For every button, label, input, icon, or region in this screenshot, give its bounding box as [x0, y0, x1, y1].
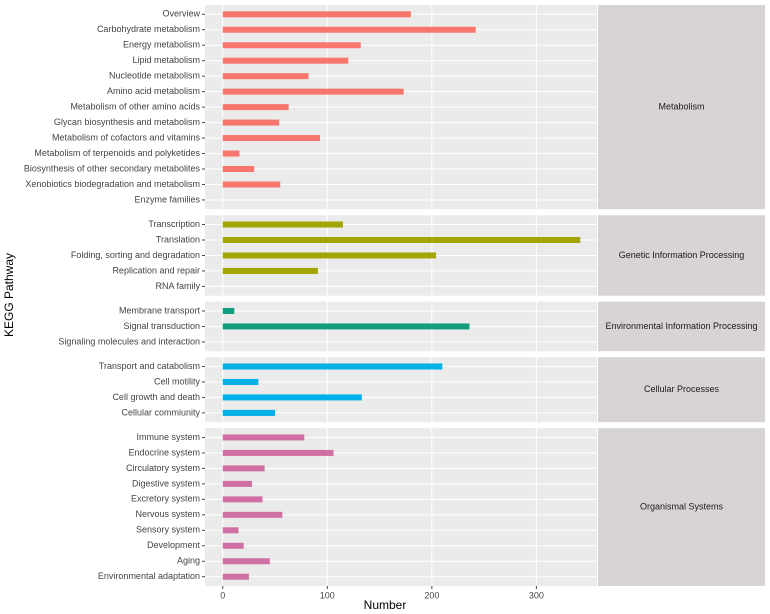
- y-tick-label: Cell growth and death: [112, 392, 200, 402]
- strip-background: [598, 215, 765, 296]
- bar: [222, 166, 255, 173]
- x-tick-label: 300: [529, 590, 544, 600]
- y-tick-label: Signal transduction: [123, 321, 200, 331]
- y-tick-label: Amino acid metabolism: [107, 86, 200, 96]
- y-tick-label: Aging: [177, 556, 200, 566]
- bar: [222, 104, 289, 111]
- strip-background: [598, 5, 765, 210]
- bar: [222, 527, 239, 534]
- y-tick-label: Metabolism of other amino acids: [70, 101, 200, 111]
- x-axis-title: Number: [364, 598, 407, 612]
- bar: [222, 42, 361, 49]
- y-tick-label: Metabolism of terpenoids and polyketides: [34, 148, 200, 158]
- strip-background: [598, 357, 765, 423]
- y-tick-label: Transport and catabolism: [99, 361, 200, 371]
- bar: [222, 307, 235, 314]
- strip-label: Cellular Processes: [644, 384, 720, 394]
- bar: [222, 409, 276, 416]
- strip-label: Metabolism: [658, 101, 704, 111]
- bar: [222, 150, 240, 157]
- y-tick-label: Endocrine system: [128, 447, 200, 457]
- bar: [222, 480, 253, 487]
- y-tick-label: Transcription: [148, 219, 200, 229]
- y-tick-label: Translation: [156, 234, 200, 244]
- bar: [222, 267, 318, 274]
- y-tick-label: Glycan biosynthesis and metabolism: [54, 117, 200, 127]
- y-tick-label: Immune system: [136, 432, 200, 442]
- bar: [222, 26, 476, 33]
- bar: [222, 363, 443, 370]
- bar: [222, 135, 320, 142]
- bar: [222, 88, 404, 95]
- x-tick-label: 0: [220, 590, 225, 600]
- y-tick-label: Cell motility: [154, 376, 201, 386]
- bar: [222, 511, 283, 518]
- bar: [222, 119, 280, 126]
- bar: [222, 221, 343, 228]
- bar: [222, 323, 470, 330]
- bar: [222, 558, 270, 565]
- strip-background: [598, 301, 765, 352]
- x-tick-label: 100: [320, 590, 335, 600]
- y-tick-label: Development: [147, 540, 201, 550]
- y-tick-label: Sensory system: [136, 525, 200, 535]
- y-tick-label: Enzyme families: [134, 194, 200, 204]
- y-axis-title: KEGG Pathway: [2, 253, 16, 337]
- y-tick-label: Circulatory system: [126, 463, 200, 473]
- y-tick-label: Environmental adaptation: [98, 571, 200, 581]
- y-tick-label: Folding, sorting and degradation: [71, 250, 200, 260]
- bar: [222, 57, 349, 64]
- strip-label: Genetic Information Processing: [619, 250, 745, 260]
- y-tick-label: Cellular commiunity: [121, 407, 200, 417]
- bar: [222, 573, 249, 580]
- bar: [222, 73, 309, 80]
- y-tick-label: Excretory system: [131, 494, 200, 504]
- bar: [222, 394, 362, 401]
- bar: [222, 252, 437, 259]
- strip-label: Organismal Systems: [640, 501, 724, 511]
- bar: [222, 236, 581, 243]
- y-tick-label: RNA family: [155, 281, 200, 291]
- y-tick-label: Membrane transport: [119, 305, 201, 315]
- y-tick-label: Overview: [162, 9, 200, 19]
- bar: [222, 449, 334, 456]
- y-tick-label: Xenobiotics biodegradation and metabolis…: [25, 179, 200, 189]
- y-tick-label: Signaling molecules and interaction: [58, 336, 200, 346]
- bar: [222, 181, 281, 188]
- strip-background: [598, 428, 765, 586]
- y-tick-label: Biosynthesis of other secondary metaboli…: [24, 163, 201, 173]
- bar: [222, 11, 411, 18]
- bar: [222, 434, 305, 441]
- y-tick-label: Nervous system: [135, 509, 200, 519]
- y-tick-label: Lipid metabolism: [132, 55, 200, 65]
- y-tick-label: Metabolism of cofactors and vitamins: [52, 132, 201, 142]
- y-tick-label: Energy metabolism: [123, 40, 200, 50]
- y-tick-label: Replication and repair: [112, 265, 200, 275]
- y-tick-label: Digestive system: [132, 478, 200, 488]
- y-tick-label: Nucleotide metabolism: [109, 71, 200, 81]
- bar: [222, 465, 265, 472]
- bar: [222, 378, 259, 385]
- x-tick-label: 200: [424, 590, 439, 600]
- bar: [222, 496, 263, 503]
- bar: [222, 542, 244, 549]
- y-tick-label: Carbohydrate metabolism: [97, 24, 200, 34]
- strip-label: Environmental Information Processing: [605, 321, 757, 331]
